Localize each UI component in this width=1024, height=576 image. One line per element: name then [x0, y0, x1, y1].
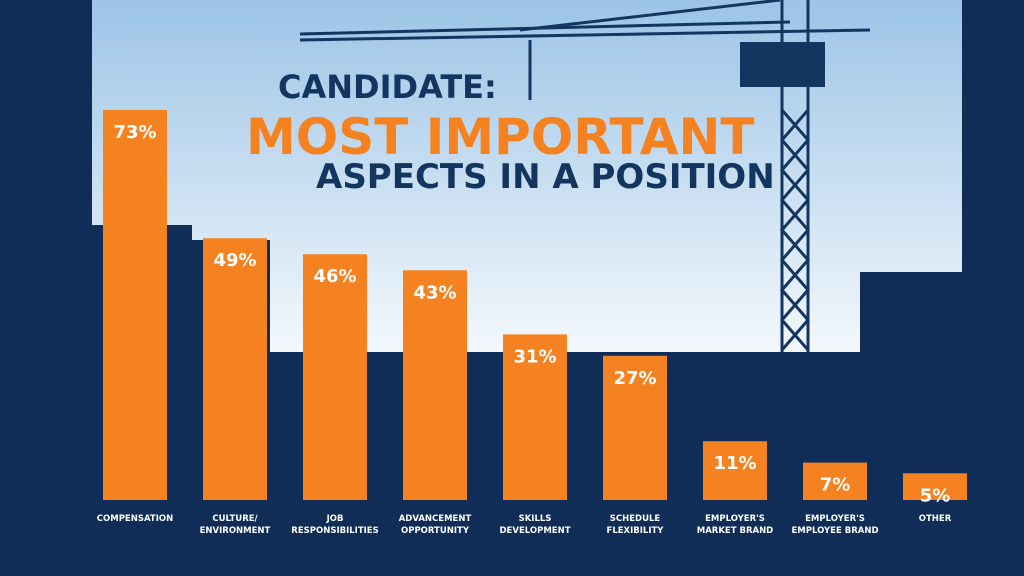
category-label: CULTURE/ ENVIRONMENT: [199, 514, 271, 536]
category-label: COMPENSATION: [96, 514, 174, 524]
value-label: 27%: [613, 368, 656, 389]
value-label: 11%: [713, 453, 756, 474]
crane-cab: [740, 42, 825, 87]
bar: [903, 473, 967, 500]
title-prefix: CANDIDATE:: [278, 68, 497, 106]
bar: [803, 462, 867, 500]
bar: [403, 270, 467, 500]
bar: [603, 355, 667, 500]
bar: [203, 238, 267, 500]
value-label: 73%: [113, 122, 156, 143]
value-label: 43%: [413, 282, 456, 303]
category-label: OTHER: [918, 514, 952, 524]
value-label: 7%: [820, 475, 851, 496]
chart-subtitle: ASPECTS IN A POSITION: [316, 157, 775, 197]
value-label: 5%: [920, 485, 951, 506]
category-label: EMPLOYER'S MARKET BRAND: [696, 514, 774, 536]
bar: [303, 254, 367, 500]
value-label: 31%: [513, 346, 556, 367]
value-label: 49%: [213, 250, 256, 271]
category-label: SCHEDULE FLEXIBILITY: [606, 514, 664, 536]
bar: [503, 334, 567, 500]
chart-title: MOST IMPORTANT: [246, 108, 754, 166]
category-label: EMPLOYER'S EMPLOYEE BRAND: [791, 514, 879, 536]
category-label: JOB RESPONSIBILITIES: [291, 514, 379, 536]
category-label: SKILLS DEVELOPMENT: [499, 514, 571, 536]
category-label: ADVANCEMENT OPPORTUNITY: [398, 514, 472, 536]
bar: [703, 441, 767, 500]
value-label: 46%: [313, 266, 356, 287]
bar: [103, 110, 167, 500]
